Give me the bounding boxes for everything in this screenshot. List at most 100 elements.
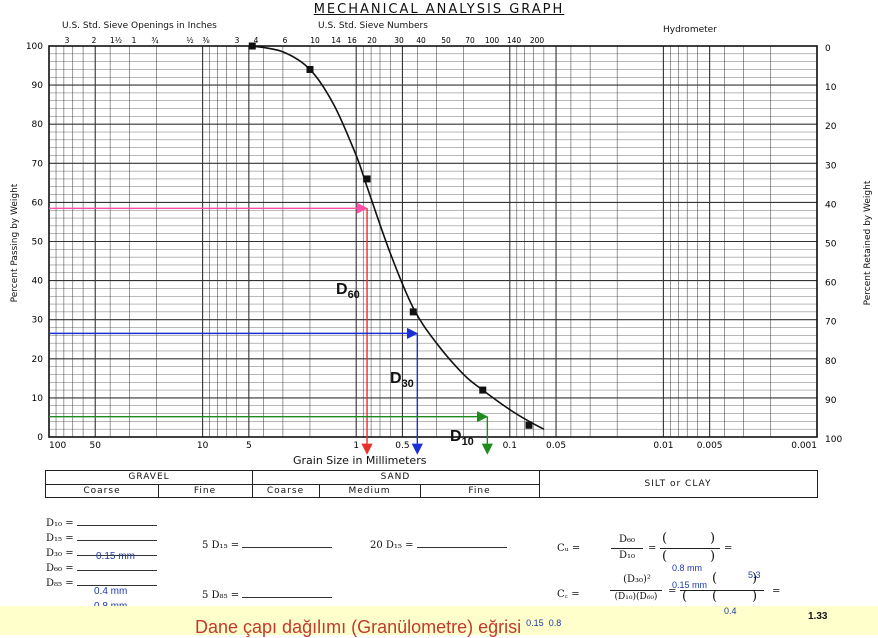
x-tick-label: 50 bbox=[90, 441, 102, 451]
y-tick-label: 50 bbox=[32, 238, 44, 248]
d30-row: D₃₀ = bbox=[46, 548, 157, 559]
y2-tick-label: 70 bbox=[825, 318, 837, 328]
cc-label: C꜀ = bbox=[557, 589, 580, 600]
x-axis-label: Grain Size in Millimeters bbox=[293, 454, 427, 467]
caption-bar bbox=[0, 606, 878, 635]
cu-numerator: D₆₀ bbox=[618, 534, 636, 545]
sieve-number-tick: 16 bbox=[347, 36, 357, 45]
data-point bbox=[409, 308, 417, 316]
sieve-number-tick: 20 bbox=[367, 36, 377, 45]
cc-numerator: (D₃₀)² bbox=[623, 574, 651, 585]
sieve-inch-tick: ½ bbox=[186, 36, 193, 45]
cu-den-value: 0.15 mm bbox=[672, 580, 708, 590]
d30-value: 0.4 mm bbox=[94, 586, 128, 597]
x-tick-label: 1 bbox=[353, 441, 359, 451]
d15-row: D₁₅ = bbox=[46, 533, 157, 544]
sieve-number-tick: 70 bbox=[465, 36, 475, 45]
sand-fine: Fine bbox=[468, 486, 491, 496]
sieve-inch-tick: 4 bbox=[254, 36, 259, 45]
five-d85-row: 5 D₈₅ = bbox=[202, 590, 333, 601]
cu-equals-2: = bbox=[724, 543, 733, 554]
cu-paren-top-close: ) bbox=[710, 531, 716, 546]
data-point bbox=[525, 421, 533, 429]
cu-paren-bot-close: ) bbox=[710, 549, 716, 564]
y-tick-label: 40 bbox=[32, 277, 44, 287]
x-tick-label: 0.1 bbox=[503, 441, 517, 451]
y-tick-label: 100 bbox=[26, 42, 43, 52]
right-axis-label: Percent Retained by Weight bbox=[863, 180, 873, 306]
d10-label: D10 bbox=[450, 428, 474, 449]
y2-tick-label: 100 bbox=[825, 435, 842, 445]
caption: Dane çapı dağılımı (Granülometre) eğrisi… bbox=[195, 617, 562, 637]
x-tick-label: 10 bbox=[197, 441, 209, 451]
sand-medium: Medium bbox=[348, 486, 391, 496]
y-tick-label: 30 bbox=[32, 316, 44, 326]
sieve-inch-tick: ⅜ bbox=[202, 36, 209, 45]
grain-size-chart: 0 10 20 30 40 50 60 70 80 90 100 100 90 80 70 60 50 40 30 2… bbox=[26, 36, 842, 455]
x-tick-label: 0.01 bbox=[653, 441, 673, 451]
d85-row: D₈₅ = bbox=[46, 578, 157, 589]
sieve-inches-header: U.S. Std. Sieve Openings in Inches bbox=[62, 21, 217, 31]
cu-result: 5.3 bbox=[748, 570, 761, 580]
sieve-number-tick: 40 bbox=[416, 36, 426, 45]
sieve-number-tick: 100 bbox=[485, 36, 500, 45]
cu-num-value: 0.8 mm bbox=[672, 563, 703, 573]
cc-result: 1.33 bbox=[808, 611, 828, 622]
sand-header: SAND bbox=[380, 472, 411, 482]
y2-tick-label: 20 bbox=[825, 122, 837, 132]
cc-paren-bot-open-2: ( bbox=[712, 589, 718, 604]
y-tick-label: 80 bbox=[32, 120, 44, 130]
y2-tick-label: 90 bbox=[825, 396, 837, 406]
silt-clay: SILT or CLAY bbox=[644, 479, 712, 489]
y-tick-label: 0 bbox=[37, 433, 43, 443]
sieve-number-tick: 50 bbox=[441, 36, 451, 45]
soil-classification-table: GRAVEL Coarse Fine SAND Coarse Medium Fi… bbox=[45, 470, 818, 498]
cu-paren-top-open: ( bbox=[662, 531, 668, 546]
sieve-inch-tick: 3 bbox=[65, 36, 70, 45]
gravel-fine: Fine bbox=[193, 486, 217, 496]
y2-tick-label: 30 bbox=[825, 161, 837, 171]
sieve-inch-tick: 2 bbox=[92, 36, 97, 45]
data-point bbox=[479, 386, 487, 394]
gravel-coarse: Coarse bbox=[83, 486, 121, 496]
d60-label: D60 bbox=[336, 281, 360, 302]
gravel-header: GRAVEL bbox=[128, 472, 170, 482]
cu-label: Cᵤ = bbox=[557, 543, 581, 554]
five-d15-row: 5 D₁₅ = bbox=[202, 540, 333, 551]
d10-value: 0.15 mm bbox=[96, 551, 135, 562]
cc-paren-bot-open: ( bbox=[682, 589, 688, 604]
cu-equals: = bbox=[648, 543, 657, 554]
sieve-number-tick: 14 bbox=[331, 36, 341, 45]
x-tick-label: 0.05 bbox=[546, 441, 566, 451]
cc-equals-2: = bbox=[772, 586, 781, 597]
x-tick-label: 0.001 bbox=[791, 441, 817, 451]
x-tick-label: 100 bbox=[49, 441, 66, 451]
sieve-inch-tick: 1½ bbox=[110, 36, 122, 45]
plot-frame bbox=[48, 45, 818, 438]
hydrometer-header: Hydrometer bbox=[663, 25, 717, 35]
x-tick-label: 0.005 bbox=[697, 441, 723, 451]
y-tick-label: 70 bbox=[32, 159, 44, 169]
chart-title: MECHANICAL ANALYSIS GRAPH bbox=[313, 2, 565, 17]
d30-label: D30 bbox=[390, 370, 414, 391]
cu-paren-bot-open: ( bbox=[662, 549, 668, 564]
sieve-inch-tick: 1 bbox=[132, 36, 137, 45]
y2-tick-label: 60 bbox=[825, 279, 837, 289]
left-axis-label: Percent Passing by Weight bbox=[10, 183, 20, 303]
cc-den-value: 0.4 bbox=[724, 606, 737, 616]
sieve-inch-tick: ¾ bbox=[151, 36, 159, 45]
cc-paren-top-close: ) bbox=[752, 571, 758, 586]
data-point bbox=[248, 42, 256, 50]
d60-row: D₆₀ = bbox=[46, 563, 157, 574]
y2-tick-label: 40 bbox=[825, 200, 837, 210]
y2-tick-label: 10 bbox=[825, 83, 837, 93]
y2-tick-label: 80 bbox=[825, 357, 837, 367]
twenty-d15-row: 20 D₁₅ = bbox=[370, 540, 507, 551]
y-tick-label: 90 bbox=[32, 81, 44, 91]
sieve-numbers-header: U.S. Std. Sieve Numbers bbox=[318, 21, 428, 31]
y-tick-label: 20 bbox=[32, 355, 44, 365]
y-tick-label: 60 bbox=[32, 198, 44, 208]
sieve-number-tick: 140 bbox=[507, 36, 522, 45]
x-tick-label: 5 bbox=[246, 441, 252, 451]
sieve-number-tick: 30 bbox=[394, 36, 404, 45]
